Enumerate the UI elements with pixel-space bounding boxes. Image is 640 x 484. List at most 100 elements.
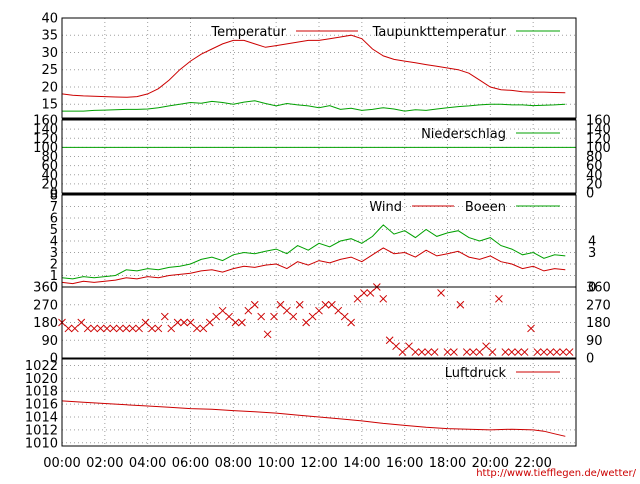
wind_direction-point — [417, 348, 426, 356]
panel-frames — [61, 17, 577, 447]
precipitation-legend-label: Niederschlag — [421, 127, 506, 142]
wind_direction-point — [424, 348, 433, 356]
wind_direction-y2tick-label: 90 — [586, 334, 603, 349]
wind_direction-point — [450, 348, 458, 356]
wind_direction-point — [347, 318, 355, 327]
wind_direction-point — [469, 348, 478, 356]
wind_direction-point — [128, 324, 137, 333]
wind_direction-ytick-label: 360 — [33, 281, 58, 296]
wind_direction-ytick-label: 270 — [33, 298, 58, 313]
pressure-ytick-label: 1012 — [25, 423, 58, 438]
precipitation-y2tick-label: 120 — [586, 132, 611, 147]
pressure-series-luftdruck — [61, 400, 566, 437]
wind_direction-point — [527, 324, 535, 333]
xtick-label: 06:00 — [172, 456, 209, 471]
wind_direction-point — [552, 348, 561, 356]
wind_direction-y2tick-label: 0 — [586, 352, 594, 367]
wind-y2tick-label: 4 — [588, 235, 596, 250]
wind-y2tick-label: 0 — [588, 281, 596, 296]
wind-ytick-label: 0 — [50, 281, 58, 296]
pressure-ytick-label: 1014 — [25, 411, 58, 426]
pressure-panel-frame — [61, 358, 577, 447]
pressure-ytick-label: 1022 — [25, 359, 58, 374]
wind_direction-point — [405, 342, 413, 351]
legends: Temperatur Taupunkttemperatur Niederschlag… — [210, 25, 560, 381]
wind_direction-point — [520, 348, 529, 356]
pressure-ytick-label: 1020 — [25, 372, 58, 387]
wind_direction-point — [154, 324, 163, 333]
wind_direction-panel-frame — [61, 286, 577, 359]
wind-ytick-label: 5 — [50, 223, 58, 238]
temperature-ytick-label: 30 — [41, 46, 58, 61]
credit-url[interactable]: http://www.tiefflegen.de/wetter/ — [476, 468, 636, 479]
precipitation-y2tick-label: 40 — [586, 168, 603, 183]
wind_direction-point — [495, 294, 503, 303]
wind_direction-point — [456, 300, 465, 309]
wind_direction-point — [218, 306, 227, 315]
wind_direction-point — [385, 336, 394, 345]
pressure-ytick-label: 1016 — [25, 398, 58, 413]
wind_direction-point — [437, 289, 445, 297]
wind_direction-point — [186, 318, 195, 327]
wind-legend-label: Boeen — [465, 200, 506, 215]
precipitation-y2tick-label: 0 — [586, 187, 594, 202]
xtick-label: 14:00 — [343, 456, 380, 471]
pressure-ytick-label: 1010 — [25, 436, 58, 451]
temperature-ytick-label: 35 — [41, 29, 58, 44]
wind_direction-point — [289, 312, 298, 321]
wind_direction-point — [366, 289, 375, 297]
wind-series-wind — [61, 247, 566, 285]
wind_direction-point — [180, 318, 188, 327]
wind_direction-ytick-label: 0 — [50, 352, 58, 367]
wind_direction-point — [392, 342, 400, 351]
wind_direction-point — [475, 348, 484, 356]
wind-ytick-label: 4 — [50, 235, 58, 250]
wind_direction-point — [115, 324, 124, 333]
wind_direction-point — [340, 312, 349, 321]
wind_direction-point — [559, 348, 568, 356]
wind_direction-point — [167, 324, 176, 333]
temperature-series-temperatur — [61, 34, 566, 98]
wind_direction-y2tick-label: 270 — [586, 298, 611, 313]
xtick-label: 02:00 — [86, 456, 123, 471]
wind_direction-point — [514, 348, 523, 356]
wind_direction-point — [540, 348, 548, 356]
wind_direction-point — [173, 318, 182, 327]
wind_direction-point — [77, 318, 86, 327]
wind_direction-point — [379, 294, 388, 303]
precipitation-y2tick-label: 80 — [586, 150, 603, 165]
wind_direction-point — [257, 312, 266, 321]
wind-ytick-label: 6 — [50, 212, 58, 227]
wind_direction-point — [90, 324, 98, 333]
wind_direction-point — [283, 306, 291, 315]
wind_direction-point — [321, 300, 330, 309]
temperature-ytick-label: 25 — [41, 63, 58, 78]
precipitation-ytick-label: 100 — [33, 141, 58, 156]
wind_direction-point — [533, 348, 542, 356]
pressure-legend-label: Luftdruck — [445, 366, 507, 381]
xtick-label: 22:00 — [514, 456, 551, 471]
wind_direction-point — [83, 324, 92, 333]
xtick-label: 00:00 — [43, 456, 80, 471]
xtick-label: 16:00 — [386, 456, 423, 471]
wind_direction-point — [270, 312, 278, 321]
xtick-label: 10:00 — [257, 456, 294, 471]
wind-y2tick-label: 3 — [588, 246, 596, 261]
wind_direction-point — [109, 324, 118, 333]
wind_direction-y2tick-label: 360 — [586, 281, 611, 296]
wind_direction-point — [546, 348, 555, 356]
wind_direction-point — [64, 324, 73, 333]
precipitation-ytick-label: 120 — [33, 132, 58, 147]
precipitation-ytick-label: 0 — [50, 187, 58, 202]
precipitation-ytick-label: 80 — [41, 150, 58, 165]
series-layer — [58, 34, 576, 437]
wind_direction-point — [430, 348, 439, 356]
wind_direction-point — [103, 324, 111, 333]
pressure-ytick-label: 1018 — [25, 385, 58, 400]
wind_direction-point — [411, 348, 420, 356]
temperature-ytick-label: 15 — [41, 98, 58, 113]
wind_direction-point — [302, 318, 311, 327]
wind_direction-point — [507, 348, 516, 356]
temperature-series-taupunkttemperatur — [62, 100, 566, 112]
